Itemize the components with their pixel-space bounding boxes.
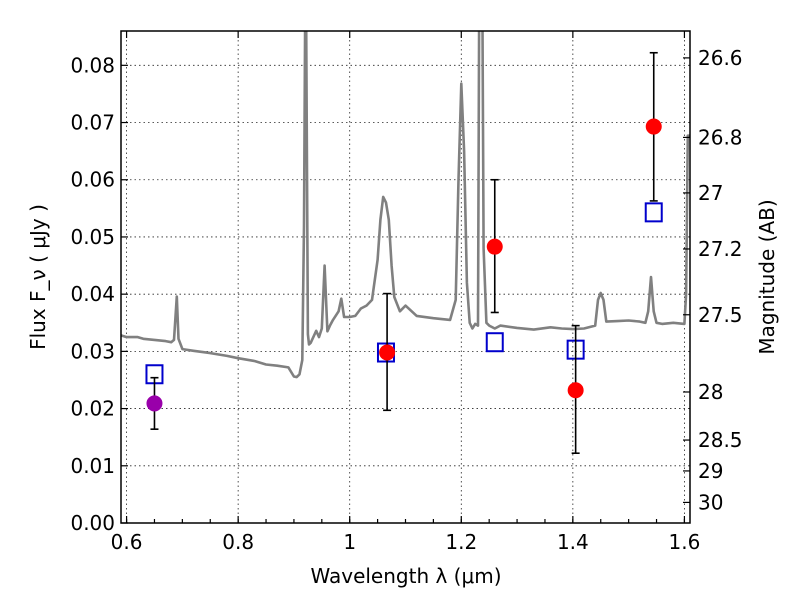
y-tick-label: 0.01 bbox=[70, 454, 115, 478]
x-tick-label: 1.2 bbox=[445, 530, 477, 554]
mag-tick-label: 30 bbox=[698, 490, 723, 514]
observed-point bbox=[486, 238, 503, 255]
x-tick-label: 0.6 bbox=[111, 530, 143, 554]
y-tick-label: 0.04 bbox=[70, 282, 115, 306]
y-tick-label: 0.05 bbox=[70, 225, 115, 249]
y-tick-label: 0.03 bbox=[70, 339, 115, 363]
plot-frame bbox=[120, 30, 691, 524]
model-square-point bbox=[485, 332, 504, 353]
data-layer bbox=[121, 31, 690, 455]
x-tick-label: 0.8 bbox=[222, 530, 254, 554]
mag-tick-label: 28.5 bbox=[698, 428, 743, 452]
mag-tick-label: 27.5 bbox=[698, 303, 743, 327]
observed-point bbox=[645, 118, 662, 135]
x-tick-label: 1 bbox=[343, 530, 356, 554]
spectrum-line bbox=[121, 31, 690, 379]
y-axis-right-label: Magnitude (AB) bbox=[755, 199, 779, 354]
x-tick-label: 1.4 bbox=[557, 530, 589, 554]
y-axis-label: Flux F_ν ( μJy ) bbox=[26, 204, 50, 350]
mag-tick-label: 27.2 bbox=[698, 237, 743, 261]
x-tick-label: 1.6 bbox=[669, 530, 701, 554]
y-tick-label: 0.08 bbox=[70, 53, 115, 77]
y-tick-label: 0.00 bbox=[70, 511, 115, 535]
axes: 0.6 0.8 1 1.2 1.4 1.6 0.00 0.01 0.02 0.03 0.04 0.05… bbox=[70, 31, 743, 554]
observed-point bbox=[379, 344, 396, 361]
mag-tick-label: 26.6 bbox=[698, 46, 743, 70]
grid bbox=[121, 31, 690, 524]
model-square-point bbox=[644, 202, 663, 223]
y-tick-label: 0.07 bbox=[70, 111, 115, 135]
mag-tick-label: 28 bbox=[698, 380, 723, 404]
y-tick-label: 0.06 bbox=[70, 168, 115, 192]
mag-tick-label: 26.8 bbox=[698, 125, 743, 149]
observed-point bbox=[146, 395, 163, 412]
y-tick-label: 0.02 bbox=[70, 397, 115, 421]
x-axis-label: Wavelength λ (μm) bbox=[310, 564, 501, 588]
mag-tick-label: 29 bbox=[698, 459, 723, 483]
observed-point bbox=[567, 382, 584, 399]
mag-tick-label: 27 bbox=[698, 181, 723, 205]
